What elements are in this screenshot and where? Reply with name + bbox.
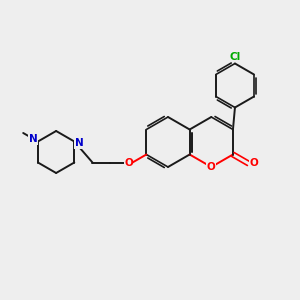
Text: O: O: [249, 158, 258, 169]
Text: Cl: Cl: [229, 52, 241, 61]
Text: N: N: [75, 139, 84, 148]
Text: N: N: [28, 134, 37, 145]
Text: O: O: [207, 162, 216, 172]
Text: O: O: [124, 158, 133, 167]
